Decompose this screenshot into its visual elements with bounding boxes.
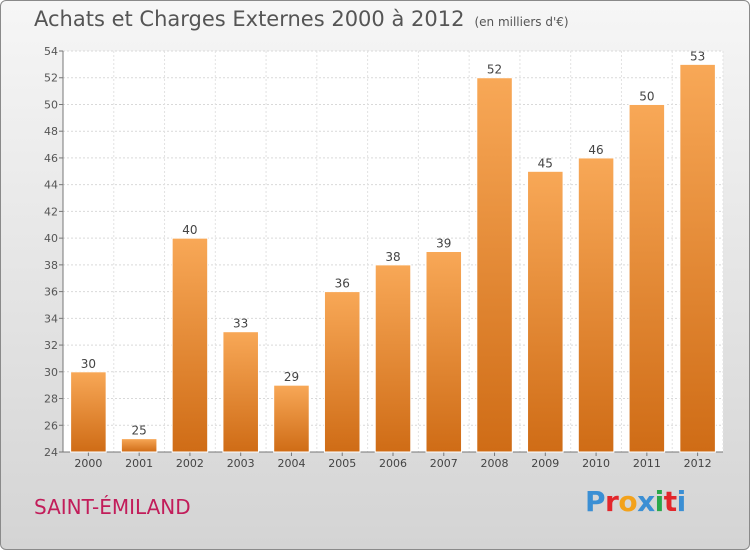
y-tick-label: 32 xyxy=(44,339,58,352)
x-tick-label-2007: 2007 xyxy=(430,457,458,470)
bar-2009 xyxy=(527,170,564,453)
y-tick-label: 42 xyxy=(44,205,58,218)
y-tick-label: 40 xyxy=(44,232,58,245)
x-tick-label-2004: 2004 xyxy=(277,457,305,470)
data-label-2010: 46 xyxy=(588,143,603,157)
data-label-2011: 50 xyxy=(639,89,654,103)
y-tick-label: 36 xyxy=(44,286,58,299)
data-label-2009: 45 xyxy=(538,156,553,170)
bar-2002 xyxy=(171,237,209,453)
chart-title-text: Achats et Charges Externes 2000 à 2012 xyxy=(34,7,465,31)
axes: 24 26 28 30 32 34 36 38 40 42 44 46 48 50 52 54 xyxy=(44,45,723,459)
data-label-2005: 36 xyxy=(335,277,350,291)
bar-2005 xyxy=(323,291,361,453)
data-label-2003: 33 xyxy=(233,317,248,331)
data-label-2008: 52 xyxy=(487,63,502,77)
chart-title: Achats et Charges Externes 2000 à 2012 (e… xyxy=(34,7,569,31)
x-tick-label-2012: 2012 xyxy=(684,457,712,470)
bar-2012 xyxy=(679,63,716,453)
y-tick-label: 26 xyxy=(44,419,58,432)
bar-2001 xyxy=(120,438,158,453)
bar-2007 xyxy=(425,251,463,453)
x-tick-label-2006: 2006 xyxy=(379,457,407,470)
data-label-2006: 38 xyxy=(385,250,400,264)
y-tick-label: 30 xyxy=(44,366,58,379)
bar-2003 xyxy=(222,331,259,453)
bar-2000 xyxy=(70,371,107,453)
logo-letter: P xyxy=(585,485,606,518)
logo-letter: t xyxy=(663,485,677,518)
proxiti-logo: Proxiti xyxy=(585,485,686,518)
logo-letter: r xyxy=(605,485,619,518)
y-tick-label: 50 xyxy=(44,98,58,111)
x-tick-label-2003: 2003 xyxy=(227,457,255,470)
data-label-2002: 40 xyxy=(182,223,197,237)
bar-2004 xyxy=(273,384,310,453)
x-tick-label-2000: 2000 xyxy=(74,457,102,470)
logo-letter: i xyxy=(676,485,687,518)
x-tick-label-2001: 2001 xyxy=(125,457,153,470)
bars xyxy=(70,63,716,453)
data-label-2012: 53 xyxy=(690,49,705,63)
data-label-2000: 30 xyxy=(81,357,96,371)
y-tick-label: 38 xyxy=(44,259,58,272)
y-tick-label: 46 xyxy=(44,152,58,165)
city-name: SAINT-ÉMILAND xyxy=(34,495,191,519)
y-tick-label: 52 xyxy=(44,72,58,85)
logo-letter: i xyxy=(654,485,665,518)
x-tick-label-2008: 2008 xyxy=(481,457,509,470)
bar-2010 xyxy=(577,157,615,453)
bar-2011 xyxy=(628,103,666,453)
x-tick-label-2009: 2009 xyxy=(531,457,559,470)
data-label-2004: 29 xyxy=(284,370,299,384)
labels: 30 2000 25 2001 40 2002 33 2003 29 2004 36 2005 38 20… xyxy=(74,49,711,470)
x-tick-label-2010: 2010 xyxy=(582,457,610,470)
logo-letter: o xyxy=(618,485,638,518)
y-tick-label: 48 xyxy=(44,125,58,138)
x-tick-label-2002: 2002 xyxy=(176,457,204,470)
x-tick-label-2005: 2005 xyxy=(328,457,356,470)
data-label-2001: 25 xyxy=(132,424,147,438)
y-tick-label: 44 xyxy=(44,179,58,192)
y-tick-label: 28 xyxy=(44,393,58,406)
chart-subtitle: (en milliers d'€) xyxy=(474,15,569,29)
data-label-2007: 39 xyxy=(436,237,451,251)
x-tick-label-2011: 2011 xyxy=(633,457,661,470)
bar-2008 xyxy=(476,77,513,453)
y-tick-label: 34 xyxy=(44,312,58,325)
y-tick-label: 24 xyxy=(44,446,58,459)
y-tick-label: 54 xyxy=(44,45,58,58)
logo-letter: x xyxy=(637,485,655,518)
bar-2006 xyxy=(374,264,412,453)
